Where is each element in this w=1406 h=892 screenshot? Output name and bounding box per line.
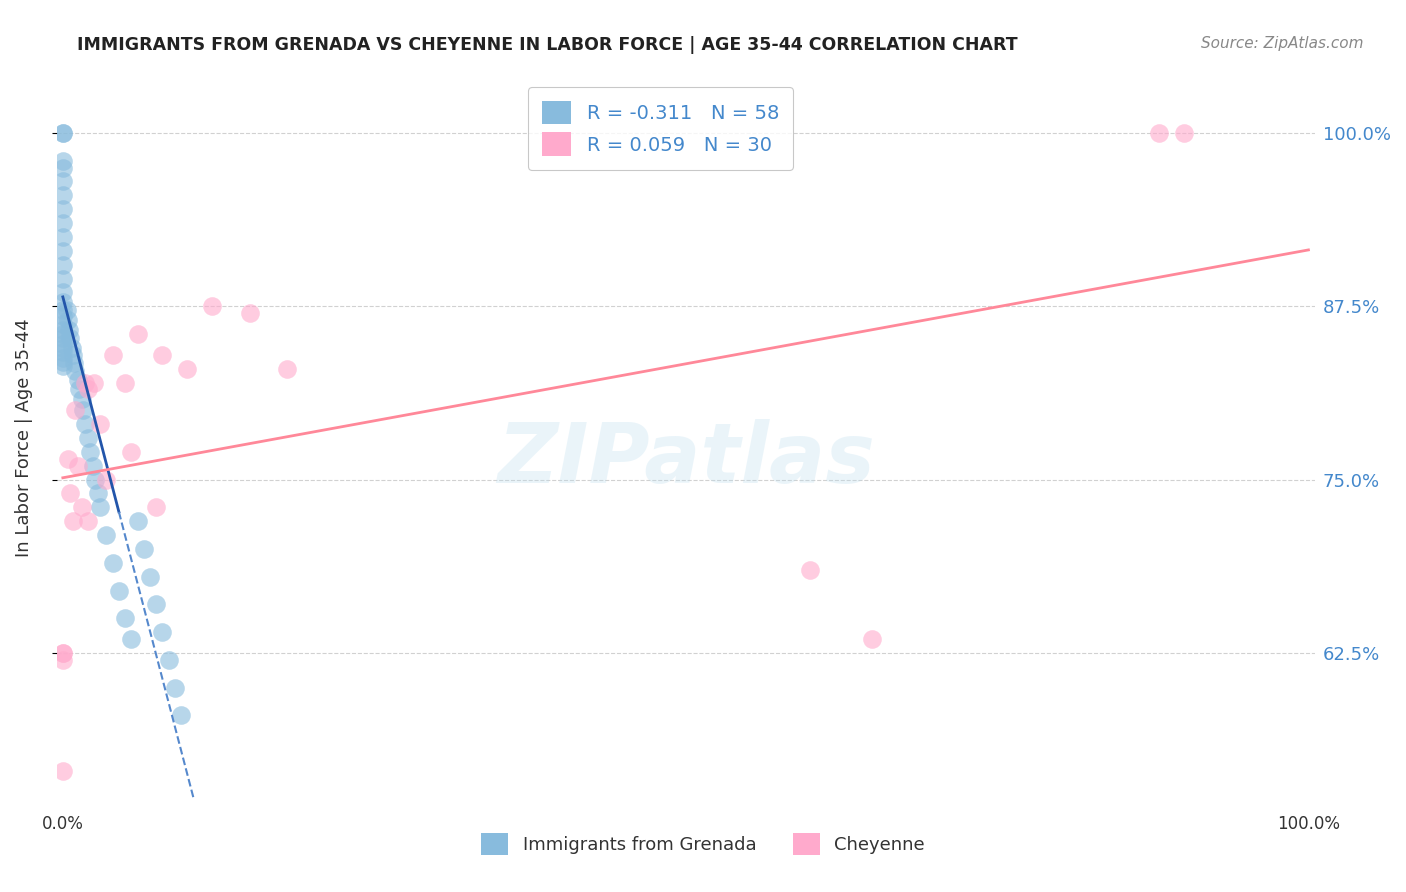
Text: IMMIGRANTS FROM GRENADA VS CHEYENNE IN LABOR FORCE | AGE 35-44 CORRELATION CHART: IMMIGRANTS FROM GRENADA VS CHEYENNE IN L… — [77, 36, 1018, 54]
Point — [101, 348, 124, 362]
Point — [76, 431, 98, 445]
Point — [75, 376, 97, 390]
Point — [114, 611, 136, 625]
Point — [120, 445, 142, 459]
Text: 0.0%: 0.0% — [42, 815, 84, 833]
Point — [52, 764, 75, 778]
Point — [114, 376, 136, 390]
Point — [60, 341, 83, 355]
Point — [67, 383, 90, 397]
Point — [127, 326, 149, 341]
Point — [52, 202, 75, 217]
Point — [139, 569, 162, 583]
Point — [89, 500, 111, 515]
Point — [52, 188, 75, 202]
Point — [52, 359, 75, 373]
Point — [157, 653, 180, 667]
Point — [63, 356, 86, 370]
Point — [1147, 126, 1170, 140]
Point — [1173, 126, 1195, 140]
Point — [101, 556, 124, 570]
Point — [145, 598, 167, 612]
Point — [83, 376, 105, 390]
Point — [52, 653, 75, 667]
Text: 100.0%: 100.0% — [1277, 815, 1340, 833]
Point — [52, 323, 75, 337]
Point — [799, 563, 821, 577]
Point — [84, 473, 107, 487]
Point — [65, 364, 87, 378]
Point — [65, 403, 87, 417]
Point — [52, 126, 75, 140]
Point — [76, 383, 98, 397]
Point — [52, 355, 75, 369]
Point — [52, 336, 75, 351]
Point — [170, 708, 193, 723]
Legend: R = -0.311   N = 58, R = 0.059   N = 30: R = -0.311 N = 58, R = 0.059 N = 30 — [529, 87, 793, 169]
Point — [52, 258, 75, 272]
Point — [52, 318, 75, 332]
Point — [52, 331, 75, 345]
Point — [132, 541, 155, 556]
Point — [56, 313, 79, 327]
Point — [79, 445, 101, 459]
Point — [52, 345, 75, 359]
Point — [56, 451, 79, 466]
Point — [52, 309, 75, 323]
Point — [152, 625, 174, 640]
Point — [52, 646, 75, 660]
Point — [52, 341, 75, 355]
Point — [59, 486, 82, 500]
Point — [176, 361, 198, 376]
Point — [86, 486, 108, 500]
Point — [66, 373, 89, 387]
Point — [127, 514, 149, 528]
Point — [52, 271, 75, 285]
Y-axis label: In Labor Force | Age 35-44: In Labor Force | Age 35-44 — [15, 318, 32, 558]
Point — [52, 230, 75, 244]
Point — [239, 306, 262, 320]
Point — [52, 244, 75, 258]
Point — [52, 303, 75, 318]
Text: Source: ZipAtlas.com: Source: ZipAtlas.com — [1201, 36, 1364, 51]
Point — [89, 417, 111, 431]
Point — [62, 514, 84, 528]
Point — [70, 500, 93, 515]
Point — [82, 458, 104, 473]
Point — [52, 126, 75, 140]
Point — [52, 161, 75, 175]
Point — [59, 331, 82, 345]
Point — [120, 632, 142, 646]
Point — [201, 299, 224, 313]
Point — [52, 174, 75, 188]
Point — [58, 323, 80, 337]
Point — [163, 681, 186, 695]
Point — [55, 303, 77, 318]
Point — [52, 216, 75, 230]
Point — [145, 500, 167, 515]
Text: ZIPatlas: ZIPatlas — [496, 419, 875, 500]
Point — [70, 392, 93, 406]
Point — [862, 632, 884, 646]
Point — [52, 153, 75, 168]
Point — [62, 348, 84, 362]
Point — [152, 348, 174, 362]
Point — [52, 285, 75, 300]
Point — [75, 417, 97, 431]
Point — [52, 295, 75, 310]
Point — [52, 326, 75, 341]
Point — [96, 473, 118, 487]
Point — [52, 646, 75, 660]
Point — [66, 458, 89, 473]
Point — [76, 514, 98, 528]
Legend: Immigrants from Grenada, Cheyenne: Immigrants from Grenada, Cheyenne — [467, 819, 939, 870]
Point — [276, 361, 298, 376]
Point — [52, 351, 75, 365]
Point — [108, 583, 131, 598]
Point — [96, 528, 118, 542]
Point — [72, 403, 94, 417]
